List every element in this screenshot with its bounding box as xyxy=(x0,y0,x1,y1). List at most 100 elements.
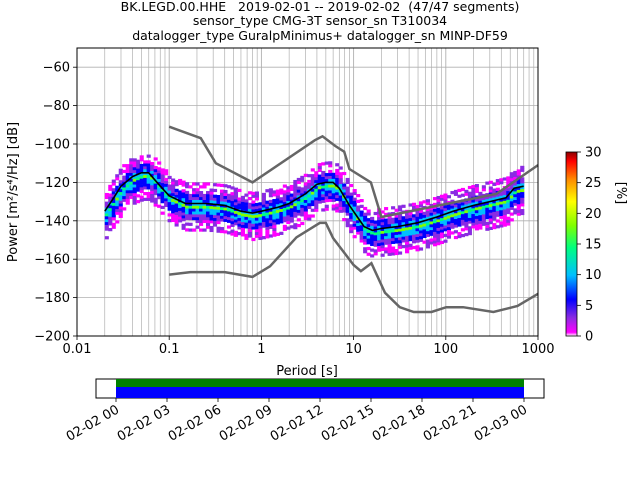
psd-bin xyxy=(446,209,451,213)
psd-bin xyxy=(150,179,155,183)
psd-bin xyxy=(209,194,214,198)
psd-bin xyxy=(310,182,315,186)
psd-bin xyxy=(244,207,249,212)
psd-bin xyxy=(132,181,137,185)
psd-bin xyxy=(474,186,479,191)
psd-bin xyxy=(384,230,389,234)
y-tick-label: −200 xyxy=(34,330,70,345)
psd-bin xyxy=(439,223,445,227)
psd-bin xyxy=(492,194,497,198)
psd-bin xyxy=(391,229,396,233)
psd-bin xyxy=(502,200,507,204)
psd-bin xyxy=(300,210,305,214)
psd-bin xyxy=(492,197,497,201)
psd-bin xyxy=(321,170,326,175)
psd-bin xyxy=(188,185,193,189)
psd-bin xyxy=(415,228,420,232)
psd-bin xyxy=(153,197,158,201)
psd-bin xyxy=(181,194,186,199)
psd-bin xyxy=(111,208,116,212)
psd-bin xyxy=(485,198,490,203)
psd-bin xyxy=(153,189,158,193)
psd-bin xyxy=(160,171,165,175)
psd-bin xyxy=(171,184,176,188)
psd-bin xyxy=(509,200,514,205)
psd-bin xyxy=(317,197,322,201)
psd-bin xyxy=(425,210,431,214)
psd-bin xyxy=(464,192,469,196)
psd-bin xyxy=(338,203,343,208)
psd-bin xyxy=(520,191,525,195)
psd-bin xyxy=(226,216,232,220)
psd-bin xyxy=(467,220,472,224)
psd-bin xyxy=(384,235,389,240)
psd-bin xyxy=(111,211,116,215)
psd-bin xyxy=(457,203,462,207)
psd-bin xyxy=(237,211,242,216)
timeline-tick-label: 02-02 09 xyxy=(217,402,275,444)
psd-bin xyxy=(349,227,354,231)
psd-bin xyxy=(115,205,120,210)
psd-bin xyxy=(352,223,357,227)
psd-bin xyxy=(136,179,141,184)
psd-bin xyxy=(167,207,172,211)
psd-bin xyxy=(199,216,204,221)
psd-bin xyxy=(275,201,280,205)
psd-bin xyxy=(373,237,378,242)
psd-bin xyxy=(125,172,130,176)
psd-bin xyxy=(338,180,343,185)
psd-bin xyxy=(352,188,357,193)
psd-bin xyxy=(199,193,204,198)
psd-bin xyxy=(181,226,186,230)
psd-bin xyxy=(394,220,399,224)
psd-bin xyxy=(146,177,151,181)
psd-bin xyxy=(324,184,329,188)
psd-bin xyxy=(244,213,249,217)
psd-bin xyxy=(380,247,385,252)
psd-bin xyxy=(129,184,134,188)
psd-bin xyxy=(164,203,169,208)
psd-bin xyxy=(513,185,518,189)
psd-bin xyxy=(272,219,277,223)
psd-bin xyxy=(499,201,504,205)
psd-bin xyxy=(492,191,497,195)
psd-bin xyxy=(153,157,158,161)
psd-bin xyxy=(303,208,308,212)
psd-bin xyxy=(391,237,396,242)
psd-bin xyxy=(104,213,109,217)
psd-bin xyxy=(139,195,144,199)
psd-bin xyxy=(394,234,399,238)
psd-bin xyxy=(195,225,200,229)
psd-bin xyxy=(384,247,389,251)
psd-bin xyxy=(206,208,211,212)
psd-bin xyxy=(415,213,420,217)
psd-bin xyxy=(230,212,235,216)
psd-bin xyxy=(129,189,134,194)
psd-bin xyxy=(289,196,294,200)
psd-bin xyxy=(104,204,109,208)
psd-bin xyxy=(359,224,364,229)
psd-bin xyxy=(216,197,221,202)
psd-bin xyxy=(108,193,113,197)
psd-bin xyxy=(251,206,256,210)
psd-bin xyxy=(324,173,329,177)
psd-bin xyxy=(192,211,197,215)
psd-bin xyxy=(279,205,284,210)
psd-bin xyxy=(349,230,354,234)
psd-bin xyxy=(164,189,169,193)
psd-bin xyxy=(237,232,242,236)
psd-bin xyxy=(467,211,472,216)
psd-bin xyxy=(387,252,392,256)
psd-bin xyxy=(450,214,455,218)
psd-bin xyxy=(178,219,183,223)
psd-bin xyxy=(289,210,294,215)
psd-bin xyxy=(258,216,263,220)
psd-bin xyxy=(122,190,127,194)
psd-bin xyxy=(370,254,375,258)
psd-bin xyxy=(237,223,242,227)
psd-bin xyxy=(408,217,413,221)
psd-bin xyxy=(478,220,483,224)
psd-bin xyxy=(370,222,375,226)
psd-bin xyxy=(272,210,277,214)
